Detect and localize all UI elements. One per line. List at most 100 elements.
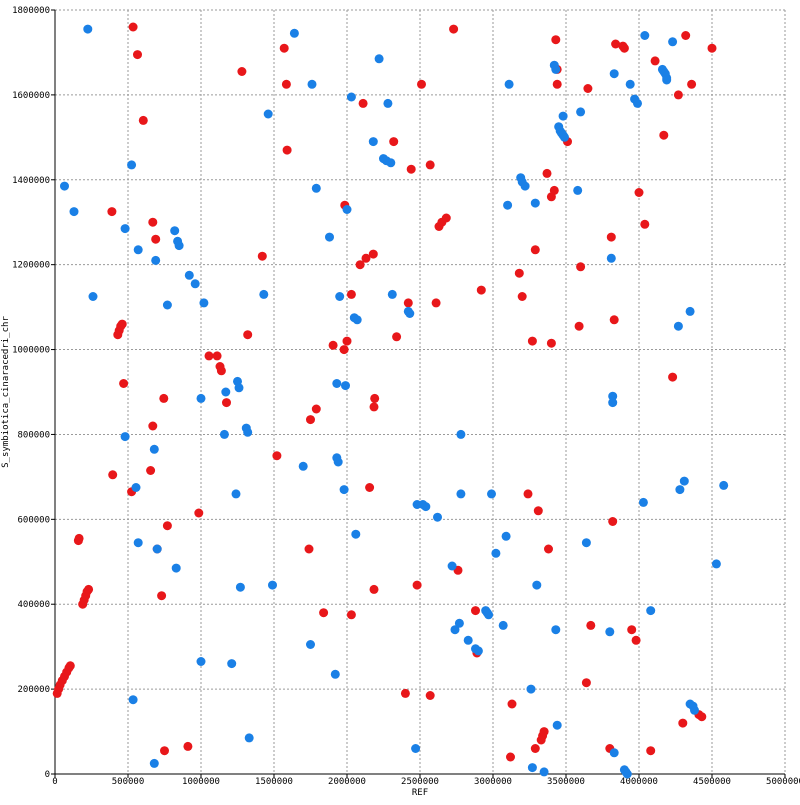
red-data-point xyxy=(133,50,142,60)
red-data-point xyxy=(157,591,167,601)
blue-data-point xyxy=(433,512,442,522)
red-data-point xyxy=(119,379,129,388)
blue-data-point xyxy=(679,476,689,486)
data-points xyxy=(52,22,729,779)
blue-data-point xyxy=(149,758,159,768)
red-data-point xyxy=(369,402,379,412)
red-data-point xyxy=(441,213,451,223)
blue-data-point xyxy=(170,226,180,236)
y-tick-label: 200000 xyxy=(17,685,50,695)
red-data-point xyxy=(406,164,416,174)
red-data-point xyxy=(403,298,413,308)
blue-data-point xyxy=(487,489,496,499)
red-data-point xyxy=(346,289,356,299)
blue-data-point xyxy=(447,561,457,571)
red-data-point xyxy=(650,56,660,66)
blue-data-point xyxy=(573,185,583,195)
red-data-point xyxy=(507,699,517,709)
red-data-point xyxy=(517,292,527,301)
blue-data-point xyxy=(263,109,273,119)
blue-data-point xyxy=(333,457,343,467)
blue-data-point xyxy=(527,763,537,773)
red-data-point xyxy=(65,661,75,671)
red-data-point xyxy=(586,620,596,630)
blue-data-point xyxy=(221,387,231,397)
blue-data-point xyxy=(560,132,569,142)
blue-data-point xyxy=(259,289,269,299)
blue-data-point xyxy=(405,309,415,318)
red-data-point xyxy=(159,393,169,403)
blue-data-point xyxy=(719,480,729,490)
blue-data-point xyxy=(608,398,618,408)
blue-data-point xyxy=(243,427,253,437)
blue-data-point xyxy=(231,489,241,499)
red-data-point xyxy=(412,580,422,590)
red-data-point xyxy=(204,351,214,361)
red-data-point xyxy=(368,249,378,259)
red-data-point xyxy=(546,338,556,348)
red-data-point xyxy=(678,718,688,728)
y-tick-label: 1200000 xyxy=(12,261,50,271)
blue-data-point xyxy=(311,183,321,193)
blue-data-point xyxy=(551,625,561,635)
red-data-point xyxy=(311,404,321,414)
x-tick-label: 0 xyxy=(52,777,57,787)
blue-data-point xyxy=(576,107,586,117)
red-data-point xyxy=(583,84,593,93)
blue-data-point xyxy=(484,610,494,620)
blue-data-point xyxy=(244,733,254,743)
red-data-point xyxy=(342,336,352,346)
blue-data-point xyxy=(120,224,130,234)
x-tick-label: 500000 xyxy=(112,777,145,787)
y-tick-label: 400000 xyxy=(17,600,50,610)
blue-data-point xyxy=(501,531,511,541)
red-data-point xyxy=(222,398,231,408)
blue-data-point xyxy=(386,158,396,168)
x-tick-label: 3000000 xyxy=(474,777,512,787)
blue-data-point xyxy=(503,200,513,210)
blue-data-point xyxy=(456,429,466,439)
blue-data-point xyxy=(673,321,683,331)
blue-data-point xyxy=(504,79,514,89)
red-data-point xyxy=(146,466,156,475)
red-data-point xyxy=(306,415,315,425)
red-data-point xyxy=(417,79,426,89)
blue-data-point xyxy=(387,289,397,299)
blue-data-point xyxy=(325,232,334,242)
red-data-point xyxy=(471,606,480,616)
blue-data-point xyxy=(606,253,616,263)
red-data-point xyxy=(476,285,486,295)
blue-data-point xyxy=(711,559,721,569)
blue-data-point xyxy=(625,79,635,89)
blue-data-point xyxy=(690,705,699,715)
red-data-point xyxy=(687,79,697,89)
x-tick-label: 2500000 xyxy=(401,777,439,787)
blue-data-point xyxy=(368,137,378,147)
red-data-point xyxy=(627,625,637,635)
blue-data-point xyxy=(526,684,536,694)
blue-data-point xyxy=(520,181,530,191)
x-tick-label: 1000000 xyxy=(182,777,220,787)
red-data-point xyxy=(279,43,289,53)
red-data-point xyxy=(530,744,540,753)
blue-data-point xyxy=(581,538,591,548)
x-tick-label: 1500000 xyxy=(255,777,293,787)
blue-data-point xyxy=(152,544,162,554)
blue-data-point xyxy=(346,92,356,102)
blue-data-point xyxy=(532,580,542,590)
blue-data-point xyxy=(539,767,549,777)
blue-data-point xyxy=(88,292,98,301)
blue-data-point xyxy=(638,497,648,507)
red-data-point xyxy=(194,508,204,518)
blue-data-point xyxy=(196,393,206,403)
blue-data-point xyxy=(463,635,473,645)
blue-data-point xyxy=(498,620,508,630)
red-data-point xyxy=(304,544,314,554)
blue-data-point xyxy=(622,769,632,779)
red-data-point xyxy=(162,521,172,531)
red-data-point xyxy=(551,35,561,45)
red-data-point xyxy=(449,24,459,34)
red-data-point xyxy=(425,160,435,170)
